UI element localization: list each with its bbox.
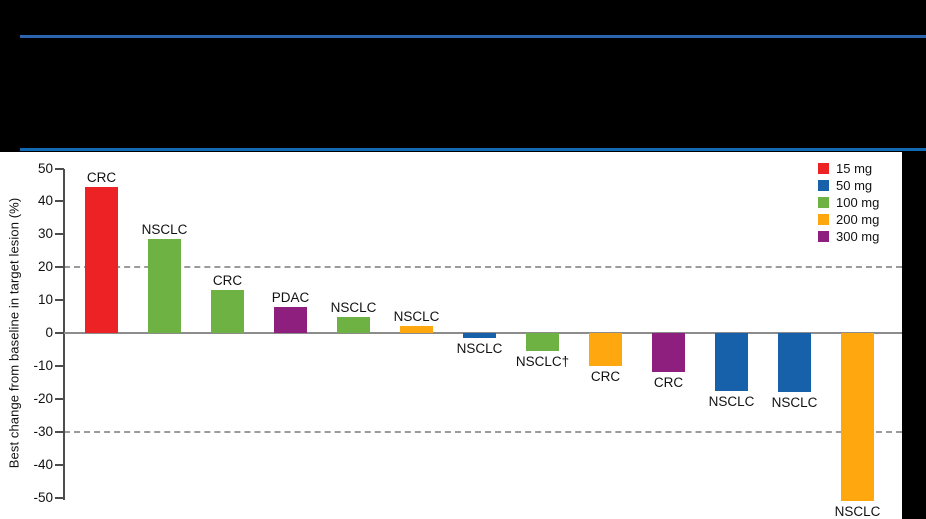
y-axis-tick — [55, 332, 64, 334]
bar-label: CRC — [86, 169, 117, 185]
y-axis-tick-label: -10 — [33, 357, 53, 373]
y-axis-tick-label: -50 — [33, 489, 53, 505]
reference-line-20 — [64, 266, 902, 269]
y-axis-tick-label: -20 — [33, 390, 53, 406]
legend-label: 50 mg — [836, 178, 873, 193]
y-axis-tick-label: 10 — [37, 292, 53, 308]
legend-item: 200 mg — [818, 211, 879, 228]
y-axis-tick — [55, 463, 64, 466]
y-axis-tick — [55, 397, 64, 400]
y-axis-tick — [55, 430, 64, 433]
bar-label: NSCLC — [708, 393, 755, 409]
dose-legend: 15 mg 50 mg 100 mg 200 mg 300 mg — [818, 160, 879, 245]
bar-3-crc — [211, 290, 244, 333]
legend-color-swatch — [818, 163, 829, 174]
y-axis-tick-label: -40 — [33, 456, 53, 472]
y-axis-tick — [55, 200, 64, 203]
bar-label: PDAC — [271, 289, 310, 305]
legend-label: 100 mg — [836, 195, 880, 210]
legend-item: 300 mg — [818, 228, 879, 245]
y-axis-tick-label: -30 — [33, 423, 53, 439]
bar-12-nsclc — [778, 333, 811, 393]
legend-label: 200 mg — [836, 212, 880, 227]
bar-label: CRC — [212, 273, 243, 289]
bar-label: NSCLC† — [515, 354, 570, 370]
bar-6-nsclc — [400, 326, 433, 333]
y-axis-tick-label: 0 — [45, 325, 53, 340]
bar-7-nsclc — [463, 333, 496, 338]
y-axis-tick-label: 40 — [37, 193, 53, 209]
legend-color-swatch — [818, 231, 829, 242]
header-divider-rule — [20, 148, 926, 151]
bar-5-nsclc — [337, 316, 370, 333]
plot-area: 50 40 30 20 10 0 -10 -20 -30 -40 -50 CRC NSCLC CRC PDA… — [0, 152, 902, 519]
legend-label: 300 mg — [836, 229, 880, 244]
bar-label: NSCLC — [393, 309, 440, 325]
legend-item: 15 mg — [818, 160, 879, 177]
y-axis-tick-label: 30 — [37, 226, 53, 242]
bar-4-pdac — [274, 306, 307, 333]
bar-label: NSCLC — [330, 299, 377, 315]
bar-label: NSCLC — [834, 503, 881, 519]
bar-label: NSCLC — [456, 340, 503, 356]
reference-line--30 — [64, 430, 902, 433]
legend-color-swatch — [818, 197, 829, 208]
bar-label: CRC — [653, 375, 684, 391]
bar-10-crc — [652, 333, 685, 373]
bar-2-nsclc — [148, 239, 181, 333]
bar-label: NSCLC — [141, 222, 188, 238]
legend-item: 50 mg — [818, 177, 879, 194]
y-axis-line — [63, 168, 65, 500]
y-axis-tick — [55, 299, 64, 302]
waterfall-chart: Best change from baseline in target lesi… — [0, 152, 902, 519]
y-axis-tick — [55, 496, 64, 499]
y-axis-tick — [55, 364, 64, 367]
y-axis-tick-label: 50 — [37, 160, 53, 176]
bar-11-nsclc — [715, 333, 748, 391]
bar-8-nsclc — [526, 333, 559, 352]
bar-9-crc — [589, 333, 622, 366]
legend-item: 100 mg — [818, 194, 879, 211]
y-axis-tick — [55, 167, 64, 170]
legend-color-swatch — [818, 214, 829, 225]
bar-1-crc — [85, 186, 118, 333]
legend-color-swatch — [818, 180, 829, 191]
y-axis-tick-label: 20 — [37, 259, 53, 275]
y-axis-tick — [55, 233, 64, 236]
legend-label: 15 mg — [836, 161, 873, 176]
y-axis-tick — [55, 266, 64, 269]
top-divider-rule — [20, 35, 926, 38]
bar-13-nsclc — [841, 333, 874, 501]
bar-label: CRC — [590, 368, 621, 384]
bar-label: NSCLC — [771, 395, 818, 411]
